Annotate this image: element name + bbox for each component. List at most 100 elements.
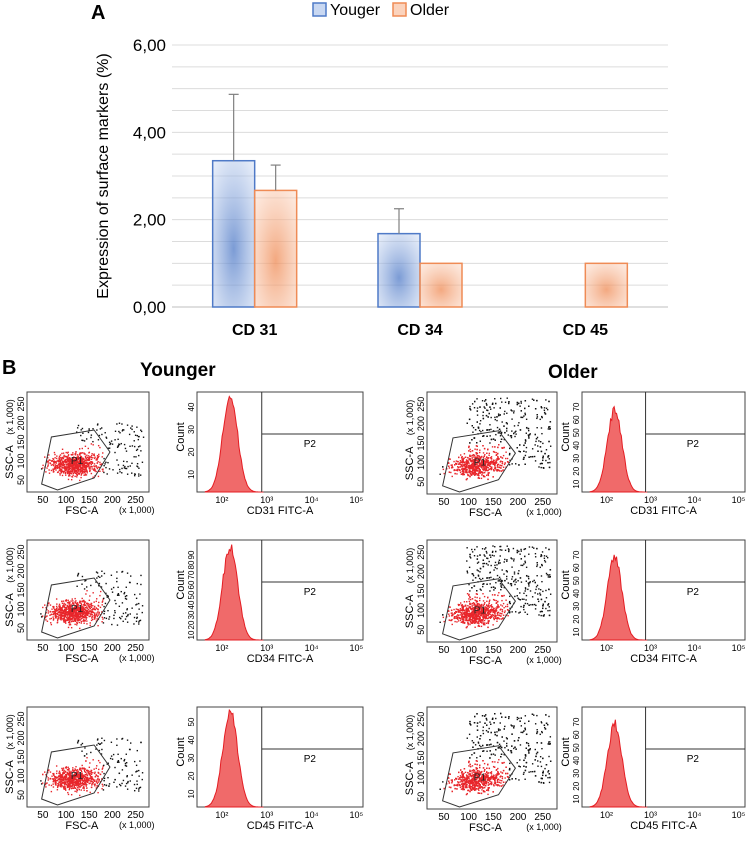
event-dot [482,613,485,615]
event-dot [524,611,526,613]
event-dot [504,579,506,582]
event-dot [509,607,511,610]
event-dot [539,441,542,443]
event-dot [74,620,77,623]
event-dot [81,608,83,611]
event-dot [64,469,67,472]
event-dot [79,453,81,455]
y-tick-label: 6,00 [133,36,166,55]
event-dot [68,772,70,775]
event-dot [77,609,79,611]
event-dot [480,578,482,581]
event-dot [480,463,482,466]
event-dot [91,465,93,468]
event-dot [469,405,471,408]
event-dot [125,598,128,600]
event-dot [483,622,485,625]
event-dot [524,400,527,402]
event-dot [84,612,87,615]
event-dot [60,470,62,472]
event-dot [49,459,51,462]
event-dot [76,604,78,606]
event-dot [125,782,128,785]
event-dot [56,455,58,457]
event-dot [73,619,76,621]
event-dot [69,457,71,460]
event-dot [547,428,550,430]
event-dot [488,463,490,465]
event-dot [84,768,87,770]
event-dot [547,576,550,578]
event-dot [40,468,43,470]
event-dot [455,608,458,610]
event-dot [136,613,138,615]
event-dot [119,471,121,473]
event-dot [84,445,87,448]
event-dot [506,578,508,580]
event-dot [74,768,76,770]
event-dot [86,623,88,625]
event-dot [545,407,548,409]
event-dot [50,469,53,472]
event-dot [74,619,77,622]
event-dot [536,417,538,420]
event-dot [58,614,61,617]
event-dot [511,566,513,568]
event-dot [487,622,490,625]
event-dot [81,607,83,609]
event-dot [81,742,84,745]
event-dot [90,460,92,463]
event-dot [110,588,113,590]
event-dot [124,597,127,600]
event-dot [459,610,461,612]
event-dot [66,456,68,458]
event-dot [485,468,487,471]
event-dot [47,771,49,774]
event-dot [527,577,530,580]
event-dot [524,560,526,563]
event-dot [52,619,55,621]
event-dot [111,623,113,626]
event-dot [90,603,92,605]
event-dot [471,619,474,621]
event-dot [89,607,92,610]
event-dot [479,599,481,602]
histogram-x-tick: 10⁴ [688,643,702,653]
event-dot [489,572,491,574]
event-dot [475,621,478,623]
event-dot [72,612,75,614]
event-dot [496,454,498,456]
event-dot [488,468,491,470]
event-dot [498,592,500,594]
event-dot [65,612,68,614]
event-dot [476,452,479,455]
event-dot [469,623,471,626]
event-dot [484,618,487,620]
event-dot [480,613,483,615]
event-dot [44,783,47,786]
event-dot [489,465,491,467]
event-dot [85,468,87,470]
event-dot [474,474,477,476]
event-dot [60,607,62,609]
event-dot [470,603,472,605]
event-dot [474,599,476,601]
event-dot [534,433,536,436]
event-dot [97,466,99,468]
scatter-x-unit: (x 1,000) [526,507,562,517]
event-dot [504,462,506,464]
event-dot [99,761,101,764]
event-dot [86,606,88,608]
event-dot [115,602,117,605]
event-dot [60,782,63,784]
histogram-y-label: Count [175,570,187,599]
event-dot [469,606,472,608]
event-dot [81,427,84,430]
event-dot [458,469,461,472]
event-dot [451,464,453,466]
event-dot [61,464,63,466]
event-dot [455,469,457,471]
event-dot [476,469,478,471]
event-dot [542,607,544,610]
event-dot [42,606,44,609]
